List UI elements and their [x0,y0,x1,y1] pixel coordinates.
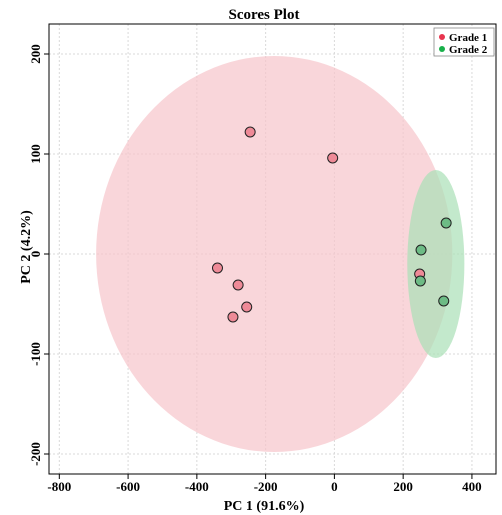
confidence-ellipse [96,56,453,452]
data-point [244,126,256,138]
data-point [227,311,239,323]
y-tick-label: 100 [28,144,43,164]
data-point [211,262,223,274]
x-tick-label: 400 [462,479,482,494]
data-point [414,275,426,287]
x-tick-label: -600 [116,479,140,494]
confidence-ellipse [407,170,465,358]
y-tick-label: 200 [28,44,43,64]
data-point [232,279,244,291]
data-point [438,295,450,307]
legend-label: Grade 1 [449,32,487,44]
legend-marker [439,46,445,52]
x-tick-label: -400 [185,479,209,494]
legend-label: Grade 2 [449,44,488,56]
x-axis-label: PC 1 (91.6%) [224,499,305,514]
legend-marker [439,34,445,40]
data-point [440,217,452,229]
y-axis-label: PC 2 (4.2%) [19,210,34,284]
x-tick-label: 0 [331,479,338,494]
y-tick-label: -200 [28,442,43,466]
x-tick-label: -200 [254,479,278,494]
data-point [327,152,339,164]
plot-area: -800 -600 -400 -200 0 200 400 -200 -100 0 100 200 Gr… [28,23,497,494]
chart-title: Scores Plot [229,7,300,23]
plot-border [48,23,497,475]
x-tick-label: 200 [393,479,413,494]
legend-box [433,27,495,57]
x-tick-label: -800 [47,479,71,494]
data-point [241,301,253,313]
y-tick-label: -100 [28,342,43,366]
data-point [415,244,427,256]
y-tick-label: 0 [28,251,43,258]
